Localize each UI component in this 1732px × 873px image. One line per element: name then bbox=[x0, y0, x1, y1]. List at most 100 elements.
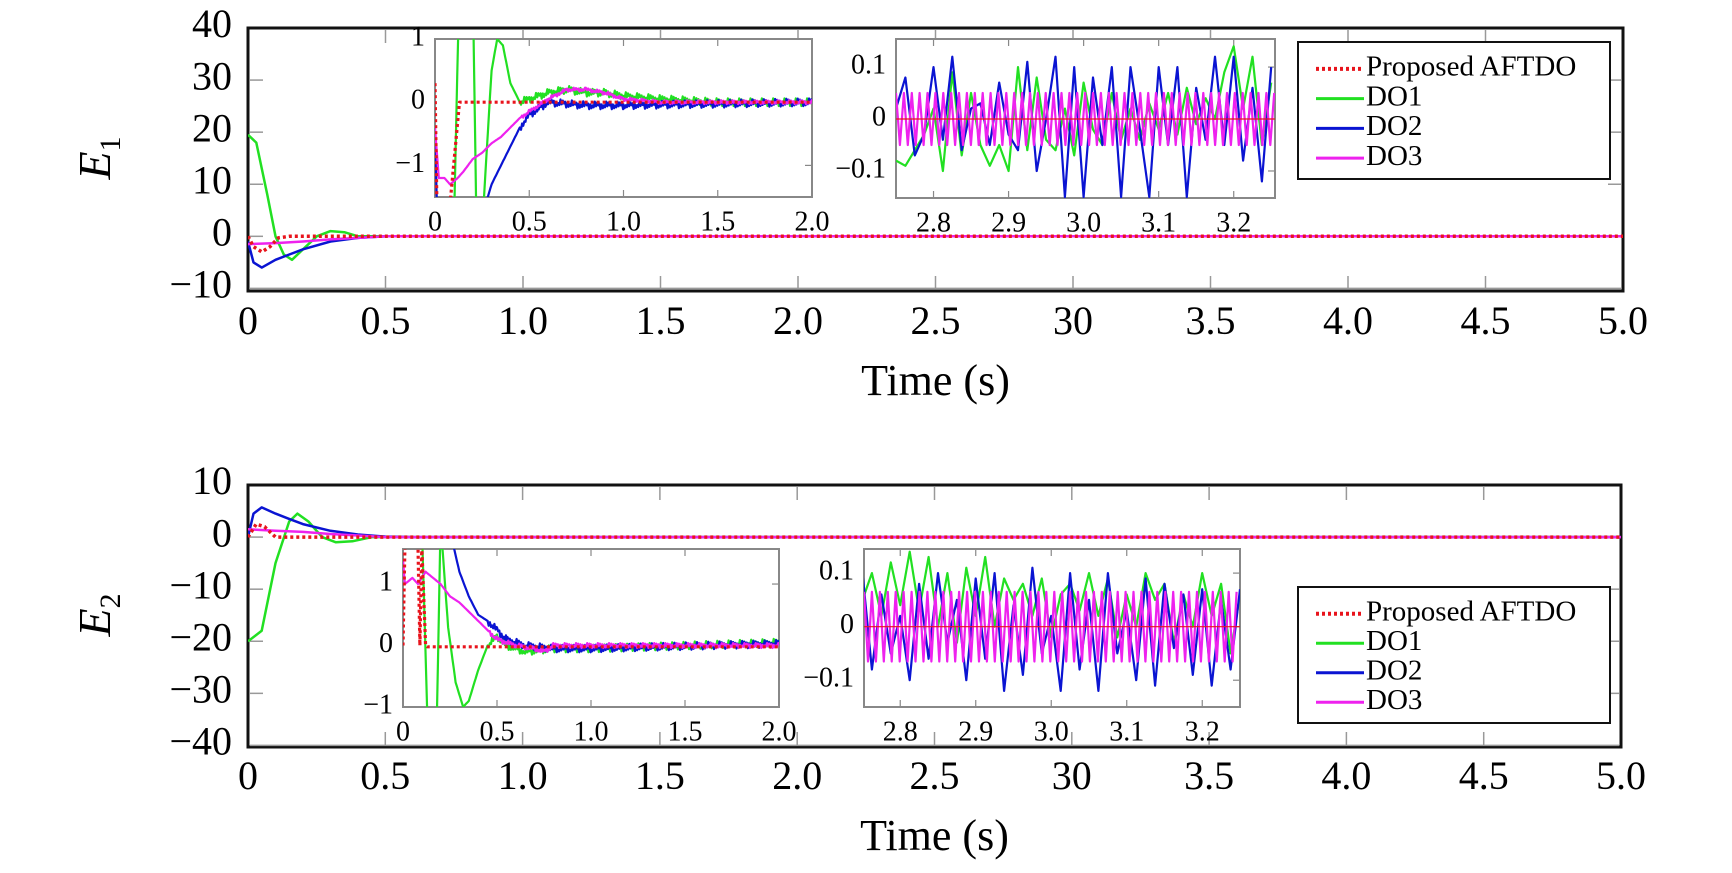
x-tick-label: 2.5 bbox=[911, 298, 961, 343]
inset-y-tick-label: 0 bbox=[872, 101, 886, 132]
y-axis-label-subscript: 1 bbox=[94, 136, 127, 151]
inset-1: 0 0.5 1.0 1.5 2.0−101 bbox=[395, 21, 830, 237]
inset-x-tick-label: 2.8 bbox=[883, 716, 918, 747]
inset-x-tick-label: 2.9 bbox=[958, 716, 993, 747]
series-line-proposed-aftdo bbox=[248, 522, 1621, 539]
y-tick-label: 10 bbox=[192, 458, 232, 503]
y-tick-label: 30 bbox=[192, 53, 232, 98]
x-tick-label: 4.0 bbox=[1323, 298, 1373, 343]
x-tick-label: 0 bbox=[238, 753, 258, 798]
inset-y-tick-label: 1 bbox=[411, 21, 425, 52]
legend-label: DO3 bbox=[1366, 140, 1422, 172]
y-tick-label: −10 bbox=[169, 262, 232, 307]
legend-label: DO1 bbox=[1366, 625, 1422, 657]
legend-box bbox=[1297, 41, 1611, 180]
inset-x-tick-label: 2.0 bbox=[795, 206, 830, 237]
inset-y-tick-label: −1 bbox=[363, 689, 393, 720]
inset-y-tick-label: 0.1 bbox=[851, 49, 886, 80]
x-tick-label: 0.5 bbox=[360, 753, 410, 798]
inset-x-tick-label: 3.1 bbox=[1141, 207, 1176, 238]
y-tick-label: 20 bbox=[192, 105, 232, 150]
legend-label: DO1 bbox=[1366, 80, 1422, 112]
y-tick-label: −40 bbox=[169, 719, 232, 764]
y-tick-label: 0 bbox=[212, 510, 232, 555]
x-tick-label: 3.5 bbox=[1186, 298, 1236, 343]
inset-x-tick-label: 3.2 bbox=[1216, 207, 1251, 238]
inset-y-tick-label: −0.1 bbox=[803, 663, 854, 694]
inset-series-line-do3 bbox=[403, 559, 779, 653]
x-tick-label: 1.0 bbox=[498, 753, 548, 798]
panel-1: 0 0.5 1.0 1.5 2.0 2.5 30 3.5 4.0 4.5 5.0−100102030… bbox=[69, 1, 1648, 405]
inset-y-tick-label: 1 bbox=[379, 566, 393, 597]
y-axis-label-main: E bbox=[69, 608, 120, 637]
panel-2: 0 0.5 1.0 1.5 2.0 2.5 30 3.5 4.0 4.5 5.0 −40 −30 −20 −… bbox=[69, 458, 1646, 860]
inset-x-tick-label: 3.0 bbox=[1034, 716, 1069, 747]
x-tick-label: 30 bbox=[1053, 298, 1093, 343]
legend-label: DO2 bbox=[1366, 110, 1422, 142]
inset-2: 2.8 2.9 3.0 3.1 3.2 −0.1 0 0.1 bbox=[803, 548, 1241, 747]
y-tick-label: 40 bbox=[192, 1, 232, 46]
x-tick-label: 4.0 bbox=[1321, 753, 1371, 798]
x-tick-label: 1.0 bbox=[498, 298, 548, 343]
inset-x-tick-label: 1.0 bbox=[606, 206, 641, 237]
x-tick-label: 0 bbox=[238, 298, 258, 343]
x-tick-label: 0.5 bbox=[361, 298, 411, 343]
inset-series-line-proposed-aftdo bbox=[403, 549, 779, 649]
inset-x-tick-label: 3.2 bbox=[1185, 716, 1220, 747]
series-line-do1 bbox=[248, 512, 1621, 643]
inset-x-tick-label: 1.5 bbox=[668, 716, 703, 747]
x-tick-label: 2.0 bbox=[773, 298, 823, 343]
x-tick-label: 2.0 bbox=[772, 753, 822, 798]
y-axis-label-subscript: 2 bbox=[94, 593, 127, 608]
inset-x-tick-label: 1.0 bbox=[574, 716, 609, 747]
y-axis-label-main: E bbox=[69, 151, 120, 180]
inset-x-tick-label: 0.5 bbox=[480, 716, 515, 747]
inset-y-tick-label: −0.1 bbox=[835, 153, 886, 184]
inset-y-tick-label: 0 bbox=[840, 609, 854, 640]
y-axis-label: E2 bbox=[69, 593, 127, 637]
y-tick-label: 10 bbox=[192, 157, 232, 202]
x-tick-label: 4.5 bbox=[1459, 753, 1509, 798]
inset-series-line-do3 bbox=[864, 590, 1238, 663]
y-tick-label: −20 bbox=[169, 614, 232, 659]
inset-series-line-do3 bbox=[896, 91, 1275, 147]
inset-series-line-proposed-aftdo bbox=[435, 83, 812, 197]
inset-x-tick-label: 0 bbox=[428, 206, 442, 237]
inset-x-tick-label: 1.5 bbox=[700, 206, 735, 237]
legend-label: Proposed AFTDO bbox=[1366, 595, 1576, 627]
inset-x-tick-label: 3.1 bbox=[1109, 716, 1144, 747]
inset-1: 0 0.5 1.0 1.5 2.0−101 bbox=[363, 548, 797, 747]
legend-box bbox=[1297, 586, 1611, 724]
series-line-do3 bbox=[248, 528, 1621, 539]
inset-x-tick-label: 2.9 bbox=[991, 207, 1026, 238]
legend-label: Proposed AFTDO bbox=[1366, 51, 1576, 83]
inset-y-tick-label: 0.1 bbox=[819, 556, 854, 587]
y-tick-label: −30 bbox=[169, 667, 232, 712]
inset-y-tick-label: −1 bbox=[395, 148, 425, 179]
inset-x-tick-label: 3.0 bbox=[1066, 207, 1101, 238]
x-tick-label: 5.0 bbox=[1596, 753, 1646, 798]
x-axis-label: Time (s) bbox=[860, 811, 1009, 860]
x-tick-label: 3.5 bbox=[1184, 753, 1234, 798]
legend-label: DO2 bbox=[1366, 654, 1422, 686]
inset-y-tick-label: 0 bbox=[379, 628, 393, 659]
x-tick-label: 2.5 bbox=[910, 753, 960, 798]
inset-x-tick-label: 2.0 bbox=[762, 716, 797, 747]
y-tick-label: −10 bbox=[169, 562, 232, 607]
x-tick-label: 4.5 bbox=[1461, 298, 1511, 343]
x-tick-label: 1.5 bbox=[636, 298, 686, 343]
inset-x-tick-label: 0.5 bbox=[512, 206, 547, 237]
x-tick-label: 5.0 bbox=[1598, 298, 1648, 343]
series-line-proposed-aftdo bbox=[248, 234, 1623, 254]
y-tick-label: 0 bbox=[212, 209, 232, 254]
x-tick-label: 30 bbox=[1052, 753, 1092, 798]
inset-y-tick-label: 0 bbox=[411, 85, 425, 116]
inset-x-tick-label: 0 bbox=[396, 716, 410, 747]
inset-plot-area bbox=[402, 548, 780, 708]
inset-plot-area bbox=[434, 38, 813, 198]
y-axis-label: E1 bbox=[69, 136, 127, 180]
inset-2: 2.8 2.9 3.0 3.1 3.2 −0.1 0 0.1 bbox=[835, 38, 1276, 238]
